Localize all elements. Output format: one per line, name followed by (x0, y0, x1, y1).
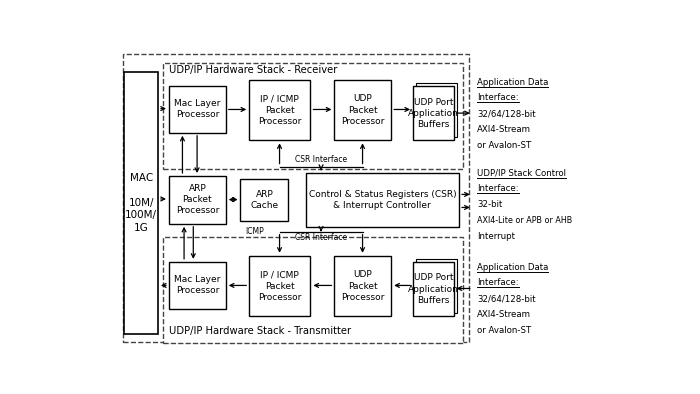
Bar (249, 80, 311, 140)
Bar (335, 80, 391, 140)
Text: IP / ICMP
Packet
Processor: IP / ICMP Packet Processor (258, 270, 302, 302)
Text: MAC

10M/
100M/
1G: MAC 10M/ 100M/ 1G (125, 173, 158, 232)
Bar (413, 86, 454, 140)
Bar (169, 176, 226, 224)
Text: AXI4-Stream: AXI4-Stream (477, 310, 531, 319)
Text: AXI4-Lite or APB or AHB: AXI4-Lite or APB or AHB (477, 216, 573, 225)
Text: Interface:: Interface: (477, 279, 519, 288)
Text: UDP Port
Application
Buffers: UDP Port Application Buffers (408, 97, 458, 129)
Text: Application Data: Application Data (477, 78, 548, 87)
Text: Mac Layer
Processor: Mac Layer Processor (174, 275, 220, 296)
Text: or Avalon-ST: or Avalon-ST (477, 326, 531, 335)
Bar (122, 54, 469, 342)
Text: UDP
Packet
Processor: UDP Packet Processor (341, 95, 384, 126)
Text: Interrupt: Interrupt (477, 232, 515, 241)
Text: ICMP: ICMP (245, 227, 264, 236)
Text: Control & Status Registers (CSR)
& Interrupt Controller: Control & Status Registers (CSR) & Inter… (309, 190, 456, 210)
Text: or Avalon-ST: or Avalon-ST (477, 141, 531, 150)
Text: Mac Layer
Processor: Mac Layer Processor (174, 99, 220, 119)
Text: ARP
Cache: ARP Cache (251, 190, 279, 210)
Text: 32/64/128-bit: 32/64/128-bit (477, 294, 536, 303)
Text: UDP/IP Hardware Stack - Receiver: UDP/IP Hardware Stack - Receiver (169, 65, 337, 74)
Bar (416, 83, 457, 138)
Bar (416, 259, 457, 313)
Bar (125, 72, 158, 334)
Bar (163, 63, 463, 169)
Text: 32/64/128-bit: 32/64/128-bit (477, 109, 536, 118)
Text: 32-bit: 32-bit (477, 200, 503, 209)
Text: Interface:: Interface: (477, 184, 519, 193)
Text: IP / ICMP
Packet
Processor: IP / ICMP Packet Processor (258, 95, 302, 126)
Text: ARP
Packet
Processor: ARP Packet Processor (176, 184, 219, 216)
Text: Interface:: Interface: (477, 93, 519, 102)
Bar (306, 173, 459, 227)
Text: UDP/IP Stack Control: UDP/IP Stack Control (477, 169, 566, 178)
Bar (163, 238, 463, 343)
Bar (335, 256, 391, 316)
Bar (413, 262, 454, 316)
Text: AXI4-Stream: AXI4-Stream (477, 125, 531, 134)
Bar (169, 262, 226, 309)
Bar (241, 179, 288, 221)
Bar (169, 86, 226, 133)
Text: CSR Interface: CSR Interface (295, 155, 347, 164)
Text: UDP Port
Application
Buffers: UDP Port Application Buffers (408, 273, 458, 305)
Text: UDP/IP Hardware Stack - Transmitter: UDP/IP Hardware Stack - Transmitter (169, 326, 351, 336)
Text: Application Data: Application Data (477, 263, 548, 272)
Text: CSR Interface: CSR Interface (295, 233, 347, 242)
Text: UDP
Packet
Processor: UDP Packet Processor (341, 270, 384, 302)
Bar (249, 256, 311, 316)
